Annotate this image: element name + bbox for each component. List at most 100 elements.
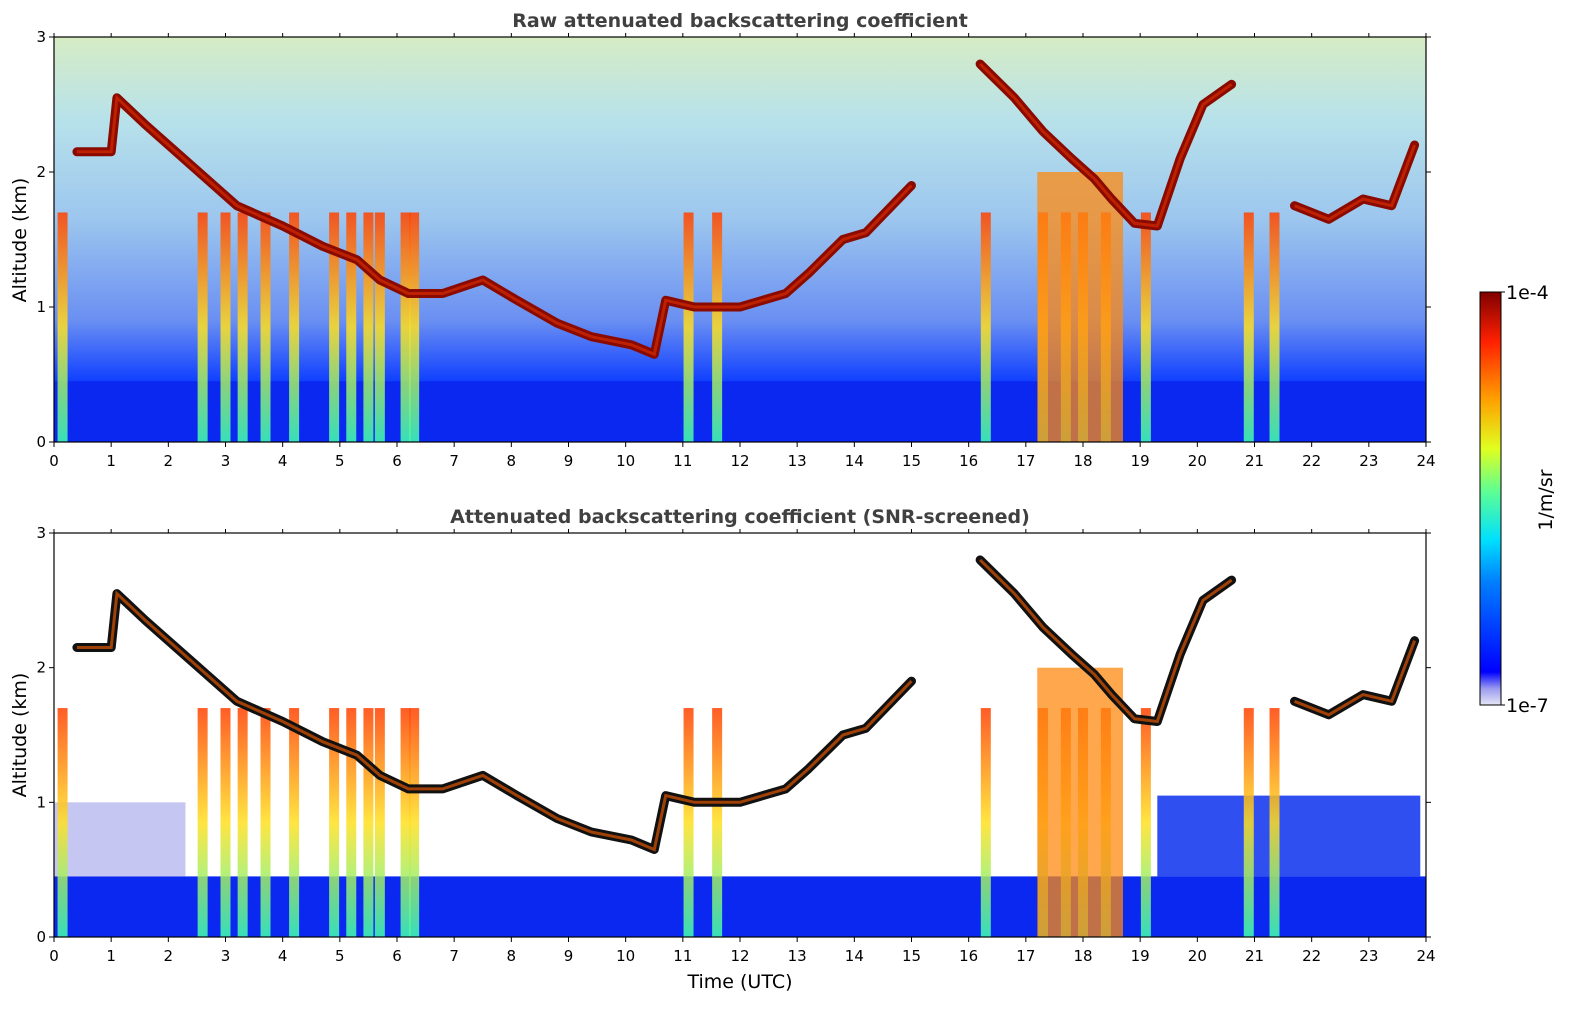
x-tick-label: 23 bbox=[1359, 947, 1378, 965]
fall-streak bbox=[57, 708, 68, 937]
x-tick-label: 4 bbox=[278, 947, 288, 965]
fall-streak bbox=[683, 708, 694, 937]
screened-features bbox=[54, 555, 1426, 937]
x-tick-label: 24 bbox=[1416, 452, 1435, 470]
x-tick-label: 16 bbox=[959, 452, 978, 470]
fall-streak bbox=[980, 708, 991, 937]
x-tick-label: 8 bbox=[507, 452, 517, 470]
raw-features bbox=[54, 59, 1426, 442]
late-layer-highlight bbox=[1293, 640, 1417, 717]
x-ticks-screened: 0 1 2 3 4 5 6 7 8 9 10 11 12 13 14 15 16 17 18 19 20 21 22 23 24 bbox=[49, 529, 1436, 965]
boundary-layer-band bbox=[54, 381, 1426, 442]
x-tick-label: 1 bbox=[106, 452, 116, 470]
screened-lower-haze bbox=[54, 802, 186, 877]
x-tick-label: 0 bbox=[49, 947, 59, 965]
fall-streak bbox=[237, 212, 248, 442]
x-tick-label: 10 bbox=[616, 947, 635, 965]
x-tick-label: 18 bbox=[1073, 452, 1092, 470]
fall-streak bbox=[374, 212, 385, 442]
x-tick-label: 20 bbox=[1188, 947, 1207, 965]
y-tick-label: 0 bbox=[36, 433, 46, 451]
fall-streak bbox=[197, 708, 208, 937]
x-tick-label: 3 bbox=[221, 452, 231, 470]
colorbar-unit-label: 1/m/sr bbox=[1535, 469, 1557, 530]
x-tick-label: 15 bbox=[902, 947, 921, 965]
x-tick-label: 14 bbox=[845, 947, 864, 965]
x-tick-label: 22 bbox=[1302, 947, 1321, 965]
x-tick-label: 6 bbox=[392, 452, 402, 470]
boundary-layer-band bbox=[54, 876, 1426, 937]
colorbar: 1e-4 1e-7 1/m/sr bbox=[1479, 282, 1557, 717]
x-tick-label: 11 bbox=[673, 452, 692, 470]
x-tick-label: 23 bbox=[1359, 452, 1378, 470]
cloud-layer-highlight bbox=[76, 94, 913, 357]
x-tick-label: 21 bbox=[1245, 947, 1264, 965]
x-tick-label: 2 bbox=[164, 452, 174, 470]
fall-streak bbox=[712, 708, 723, 937]
fall-streak bbox=[220, 212, 231, 442]
y-tick-label: 1 bbox=[36, 298, 46, 316]
fall-streak bbox=[1243, 708, 1254, 937]
upper-layer-highlight bbox=[979, 62, 1233, 228]
y-tick-label: 2 bbox=[36, 163, 46, 181]
x-tick-label: 18 bbox=[1073, 947, 1092, 965]
colorbar-gradient bbox=[1479, 291, 1502, 706]
fall-streak bbox=[363, 708, 374, 937]
panel-raw: Raw attenuated backscattering coefficien… bbox=[9, 10, 1436, 470]
screened-evening-layer bbox=[1157, 795, 1421, 877]
fall-streak bbox=[1269, 708, 1280, 937]
x-tick-label: 12 bbox=[730, 947, 749, 965]
x-tick-label: 12 bbox=[730, 452, 749, 470]
y-axis-label-raw: Altitude (km) bbox=[9, 178, 31, 303]
fall-streak bbox=[329, 708, 340, 937]
x-tick-label: 14 bbox=[845, 452, 864, 470]
x-tick-label: 7 bbox=[449, 452, 459, 470]
upper-layer-highlight bbox=[979, 558, 1233, 724]
y-tick-label: 0 bbox=[36, 928, 46, 946]
fall-streak bbox=[1269, 212, 1280, 442]
x-tick-label: 6 bbox=[392, 947, 402, 965]
fall-streak bbox=[400, 708, 411, 937]
x-tick-label: 13 bbox=[788, 947, 807, 965]
x-tick-label: 21 bbox=[1245, 452, 1264, 470]
x-tick-label: 13 bbox=[788, 452, 807, 470]
precip-region bbox=[1037, 667, 1124, 937]
fall-streak bbox=[329, 212, 340, 442]
x-ticks-raw: 0 1 2 3 4 5 6 7 8 9 10 11 12 13 14 15 16 17 18 19 20 21 22 23 24 bbox=[49, 33, 1436, 470]
fall-streak bbox=[260, 212, 271, 442]
fall-streak bbox=[197, 212, 208, 442]
x-tick-label: 10 bbox=[616, 452, 635, 470]
y-axis-label-screened: Altitude (km) bbox=[9, 673, 31, 798]
y-tick-label: 2 bbox=[36, 659, 46, 677]
x-tick-label: 15 bbox=[902, 452, 921, 470]
precip-region bbox=[1037, 172, 1124, 442]
fall-streak bbox=[1140, 708, 1151, 937]
late-layer-highlight bbox=[1293, 144, 1417, 221]
fall-streak bbox=[409, 708, 420, 937]
x-tick-label: 17 bbox=[1016, 452, 1035, 470]
x-tick-label: 20 bbox=[1188, 452, 1207, 470]
x-tick-label: 8 bbox=[507, 947, 517, 965]
fall-streak bbox=[1140, 212, 1151, 442]
fall-streak bbox=[346, 212, 357, 442]
fall-streak bbox=[374, 708, 385, 937]
colorbar-min-label: 1e-7 bbox=[1506, 695, 1549, 717]
fall-streak bbox=[289, 212, 300, 442]
x-tick-label: 5 bbox=[335, 452, 345, 470]
x-tick-label: 1 bbox=[106, 947, 116, 965]
fall-streak bbox=[260, 708, 271, 937]
fall-streak bbox=[400, 212, 411, 442]
x-tick-label: 22 bbox=[1302, 452, 1321, 470]
fall-streak bbox=[683, 212, 694, 442]
fall-streak bbox=[346, 708, 357, 937]
x-tick-label: 9 bbox=[564, 947, 574, 965]
x-tick-label: 17 bbox=[1016, 947, 1035, 965]
x-tick-label: 11 bbox=[673, 947, 692, 965]
x-tick-label: 19 bbox=[1131, 947, 1150, 965]
panel-screened: Attenuated backscattering coefficient (S… bbox=[9, 506, 1436, 993]
fall-streak bbox=[980, 212, 991, 442]
raw-background-field bbox=[54, 37, 1426, 442]
y-tick-label: 3 bbox=[36, 28, 46, 46]
x-axis-label: Time (UTC) bbox=[686, 971, 792, 993]
